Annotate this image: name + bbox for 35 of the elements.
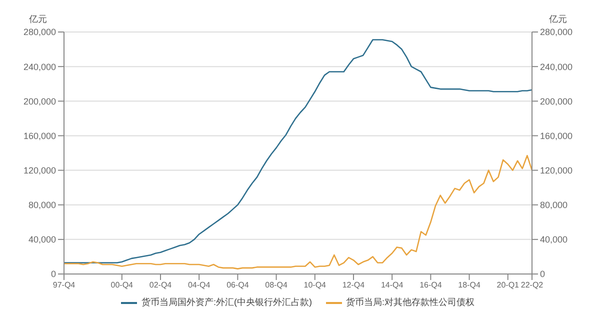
x-tick-label: 97-Q4 bbox=[52, 280, 76, 290]
y-tick-label: 200,000 bbox=[23, 96, 56, 106]
y2-tick-label: 0 bbox=[540, 269, 546, 280]
x-tick-label: 18-Q4 bbox=[458, 280, 481, 290]
y2-tick-label: 80,000 bbox=[540, 200, 568, 210]
y2-tick-label: 120,000 bbox=[540, 165, 573, 176]
x-tick-label: 00-Q4 bbox=[110, 280, 134, 290]
y-tick-label: 240,000 bbox=[23, 62, 56, 72]
x-tick-label: 06-Q4 bbox=[226, 280, 250, 290]
legend-label: 货币当局国外资产:外汇(中央银行外汇占款) bbox=[141, 296, 312, 309]
y-tick-label: 160,000 bbox=[23, 130, 56, 141]
y2-tick-label: 160,000 bbox=[540, 130, 573, 141]
y-axis-title: 亿元 bbox=[28, 14, 47, 24]
x-tick-label: 22-Q2 bbox=[520, 280, 544, 290]
line-series bbox=[63, 154, 533, 270]
y-tick-label: 40,000 bbox=[28, 234, 56, 245]
line-series bbox=[63, 39, 533, 264]
x-tick-label: 12-Q4 bbox=[342, 280, 366, 290]
x-tick-label: 14-Q4 bbox=[380, 280, 404, 290]
x-tick-label: 08-Q4 bbox=[265, 280, 288, 290]
y-tick-label: 120,000 bbox=[23, 165, 56, 176]
y2-tick-label: 240,000 bbox=[540, 62, 573, 72]
y2-tick-label: 200,000 bbox=[540, 96, 573, 106]
legend-label: 货币当局:对其他存款性公司债权 bbox=[346, 296, 474, 309]
y2-tick-label: 40,000 bbox=[540, 234, 568, 245]
y2-tick-label: 280,000 bbox=[540, 27, 573, 38]
y2-axis-title: 亿元 bbox=[548, 14, 567, 24]
x-tick-label: 02-Q4 bbox=[149, 280, 172, 290]
x-tick-label: 20-Q1 bbox=[496, 280, 520, 290]
x-tick-label: 04-Q4 bbox=[188, 280, 211, 290]
x-tick-label: 16-Q4 bbox=[420, 280, 442, 290]
x-tick-label: 10-Q4 bbox=[304, 280, 327, 290]
y-tick-label: 280,000 bbox=[23, 27, 56, 38]
y-tick-label: 80,000 bbox=[28, 200, 56, 210]
y-tick-label: 0 bbox=[50, 269, 56, 280]
